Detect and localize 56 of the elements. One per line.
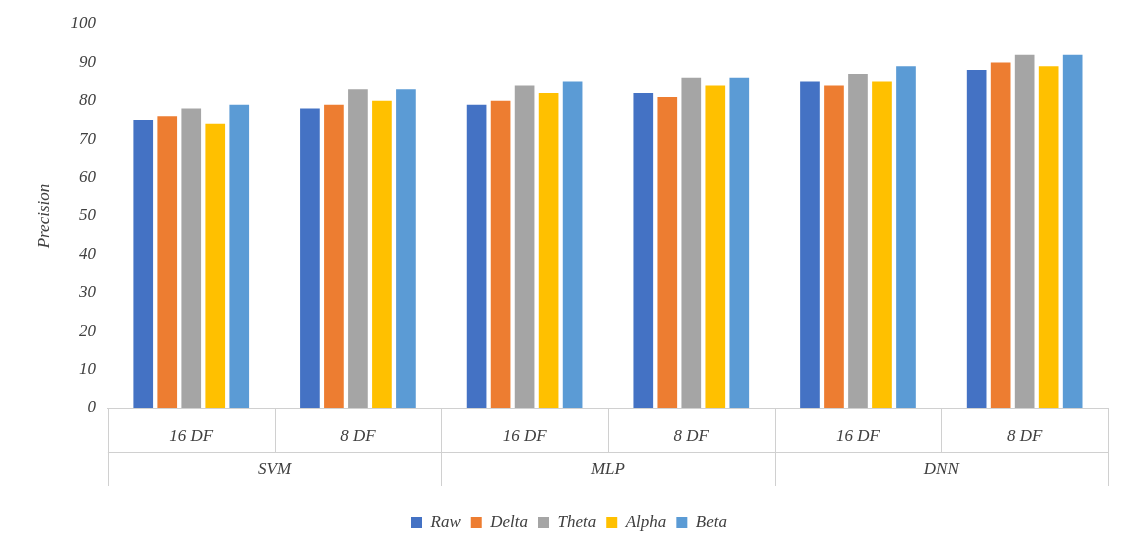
y-tick-label: 90	[78, 51, 97, 71]
bar	[1038, 66, 1059, 408]
bar	[705, 85, 726, 408]
bar	[514, 85, 535, 408]
text: MLP	[589, 459, 625, 479]
y-tick-label: 60	[78, 167, 97, 187]
bar	[396, 89, 416, 408]
bar	[181, 108, 202, 408]
x-tick-label: 8 DF	[673, 425, 710, 445]
y-tick-label: 100	[70, 13, 97, 33]
bar	[538, 93, 559, 408]
bar	[324, 104, 344, 408]
bar	[229, 104, 250, 408]
y-axis-title: Precision	[33, 183, 53, 250]
bar	[990, 62, 1011, 408]
bar	[372, 100, 392, 408]
bar	[348, 89, 368, 408]
x-tick-label: 8 DF	[340, 425, 377, 445]
bar	[966, 70, 987, 408]
x-tick-label: 16 DF	[169, 425, 214, 445]
x-tick-label: 16 DF	[502, 425, 548, 445]
legend-label: Alpha	[624, 511, 667, 531]
bar	[848, 73, 868, 408]
bar	[133, 120, 154, 408]
text: DNN	[922, 459, 961, 479]
bar	[466, 104, 487, 408]
y-tick-label: 50	[78, 205, 97, 225]
legend-label: Delta	[489, 511, 529, 531]
bar	[657, 96, 678, 408]
legend-label: Theta	[557, 511, 597, 531]
y-tick-label: 40	[78, 243, 97, 263]
bar	[205, 123, 226, 408]
bar	[1014, 54, 1035, 408]
bar	[562, 81, 583, 408]
legend-label: Raw	[429, 511, 462, 531]
x-tick-label: 16 DF	[836, 425, 881, 445]
bar	[729, 77, 750, 408]
bar	[300, 108, 320, 408]
bar	[681, 77, 702, 408]
text: SVM	[258, 459, 292, 479]
bar	[872, 81, 892, 408]
y-tick-label: 80	[78, 90, 97, 110]
y-tick-label: 10	[78, 359, 97, 379]
bar	[633, 93, 654, 408]
bar	[896, 66, 916, 408]
y-tick-label: 70	[78, 128, 97, 148]
y-tick-label: 20	[78, 320, 97, 340]
bar	[1062, 54, 1083, 408]
bar	[157, 116, 178, 408]
y-tick-label: 0	[87, 397, 97, 417]
bar	[800, 81, 820, 408]
bar	[824, 85, 844, 408]
x-tick-label: 8 DF	[1006, 425, 1043, 445]
legend-label: Beta	[695, 511, 727, 531]
y-tick-label: 30	[77, 282, 97, 302]
bar	[490, 100, 511, 408]
